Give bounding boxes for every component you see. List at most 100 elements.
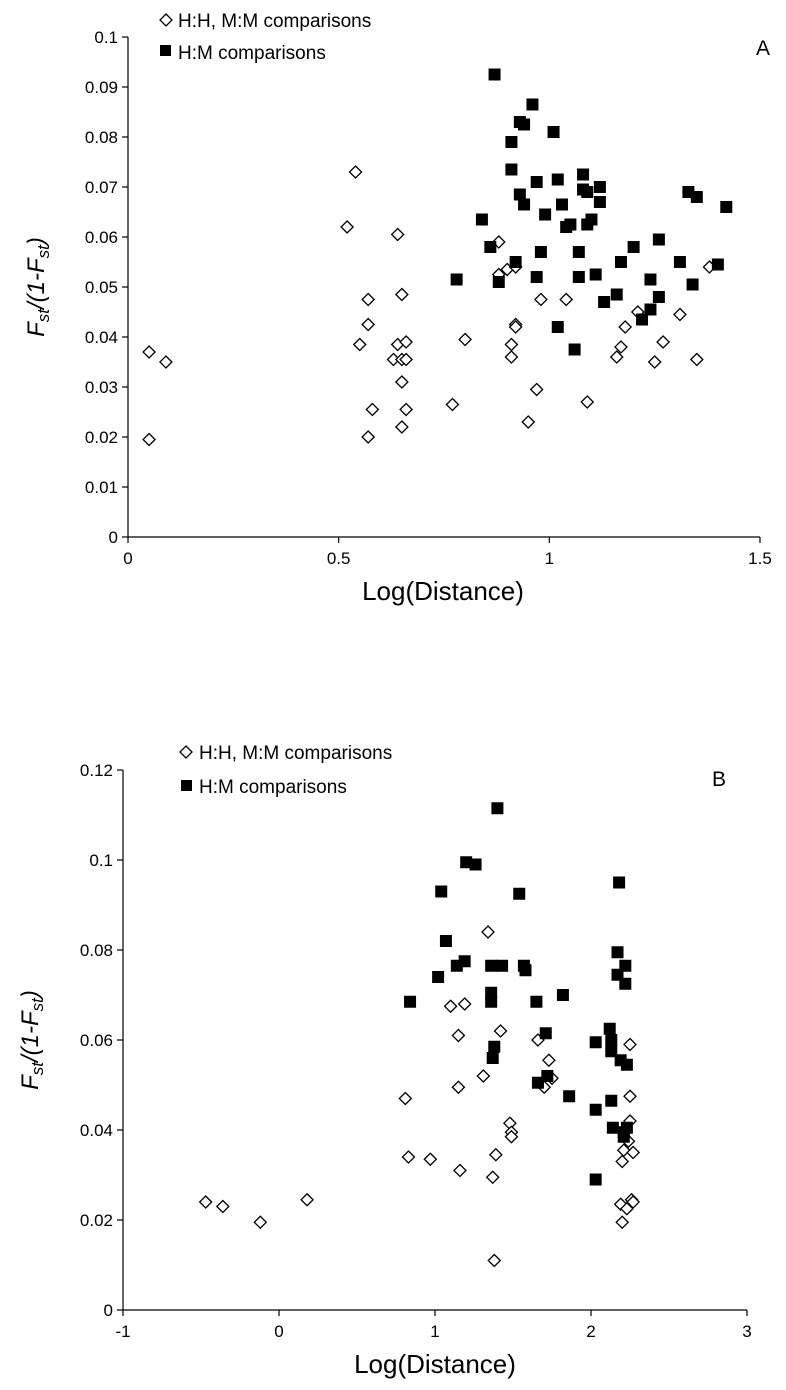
- data-point-diamond: [399, 335, 413, 349]
- chart-b-legend-series-1: H:H, M:M comparisons: [199, 743, 392, 764]
- data-point-diamond: [300, 1192, 314, 1207]
- legend-open-diamond-icon: [159, 13, 173, 27]
- data-point-square: [488, 1040, 501, 1053]
- x-tick-label: 0: [274, 1322, 283, 1341]
- data-point-square: [605, 1094, 618, 1107]
- data-point-square: [435, 885, 448, 898]
- data-point-diamond: [616, 1143, 631, 1158]
- data-point-square: [620, 1121, 633, 1134]
- data-point-square: [551, 173, 564, 186]
- data-point-square: [605, 1045, 618, 1058]
- data-point-square: [568, 343, 581, 356]
- data-point-square: [539, 1027, 552, 1040]
- data-point-diamond: [619, 1201, 634, 1216]
- data-point-diamond: [626, 1145, 641, 1160]
- data-point-diamond: [673, 307, 687, 322]
- data-point-square: [572, 246, 585, 258]
- data-point-square: [555, 198, 568, 211]
- data-point-diamond: [521, 415, 536, 429]
- data-point-square: [530, 271, 543, 283]
- data-point-square: [496, 959, 509, 972]
- chart-a-legend-series-1: H:H, M:M comparisons: [178, 11, 371, 32]
- chart-a: 0 0.01 0.02 0.03 0.04 0.05 0.06 0.07 0.08 0.09 0.1…: [23, 11, 772, 606]
- data-point-diamond: [504, 337, 519, 352]
- data-point-diamond: [352, 337, 367, 352]
- data-point-square: [564, 218, 577, 231]
- data-point-diamond: [159, 355, 173, 369]
- data-point-diamond: [390, 227, 405, 242]
- legend-filled-square-icon: [181, 780, 192, 791]
- data-point-diamond: [615, 1215, 630, 1230]
- data-point-square: [509, 256, 522, 268]
- data-point-square: [585, 213, 598, 226]
- data-point-square: [505, 163, 518, 176]
- y-tick-label: 0: [109, 528, 118, 547]
- data-point-square: [581, 186, 594, 198]
- data-point-diamond: [215, 1199, 230, 1214]
- data-point-square: [485, 995, 498, 1008]
- data-point-diamond: [365, 402, 380, 417]
- data-point-diamond: [529, 382, 544, 397]
- data-point-square: [686, 278, 699, 291]
- y-tick-label: 0.1: [89, 851, 113, 870]
- data-point-square: [563, 1090, 576, 1103]
- data-point-square: [539, 208, 552, 221]
- data-point-square: [450, 273, 463, 286]
- legend-filled-square-icon: [160, 45, 171, 56]
- chart-a-points: [142, 68, 733, 447]
- y-tick-label: 0.02: [80, 1211, 113, 1230]
- y-tick-label: 0.02: [85, 428, 118, 447]
- data-point-diamond: [533, 292, 548, 307]
- data-point-diamond: [623, 1037, 637, 1052]
- data-point-diamond: [476, 1069, 491, 1083]
- data-point-diamond: [445, 397, 460, 412]
- chart-b-points: [198, 802, 641, 1268]
- data-point-square: [606, 1121, 619, 1134]
- data-point-square: [460, 856, 473, 869]
- legend-open-diamond-icon: [179, 745, 193, 759]
- data-point-square: [644, 303, 657, 316]
- data-point-square: [534, 246, 547, 258]
- data-point-square: [519, 964, 532, 977]
- data-point-square: [611, 946, 624, 959]
- data-point-square: [518, 198, 531, 211]
- data-point-square: [711, 258, 724, 271]
- data-point-square: [488, 68, 501, 81]
- data-point-square: [589, 1036, 602, 1049]
- data-point-square: [547, 126, 560, 138]
- data-point-square: [619, 959, 632, 972]
- data-point-square: [556, 989, 569, 1001]
- y-tick-label: 0.07: [85, 178, 118, 197]
- data-point-diamond: [394, 420, 409, 434]
- data-point-diamond: [458, 332, 472, 347]
- data-point-square: [513, 188, 526, 201]
- chart-a-x-axis-label: Log(Distance): [362, 576, 524, 606]
- data-point-square: [589, 1173, 602, 1186]
- data-point-square: [627, 241, 640, 253]
- data-point-diamond: [481, 925, 495, 939]
- y-tick-label: 0.04: [85, 328, 118, 347]
- data-point-square: [469, 858, 482, 871]
- data-point-diamond: [609, 350, 624, 364]
- data-point-diamond: [451, 1080, 466, 1095]
- data-point-diamond: [493, 1024, 508, 1038]
- y-tick-label: 0.04: [80, 1121, 113, 1140]
- data-point-diamond: [504, 350, 519, 364]
- x-tick-label: 1.5: [748, 549, 772, 568]
- chart-a-tick-labels: 0 0.01 0.02 0.03 0.04 0.05 0.06 0.07 0.08 0.09 0.1…: [85, 28, 772, 568]
- data-point-diamond: [423, 1152, 438, 1167]
- data-point-diamond: [580, 395, 595, 409]
- data-point-diamond: [142, 432, 156, 447]
- data-point-square: [518, 118, 531, 131]
- data-point-diamond: [399, 352, 413, 367]
- data-point-diamond: [457, 997, 472, 1011]
- data-point-square: [589, 268, 602, 281]
- data-point-square: [610, 288, 623, 301]
- data-point-square: [404, 995, 417, 1008]
- data-point-square: [475, 213, 488, 226]
- y-tick-label: 0.09: [85, 78, 118, 97]
- data-point-diamond: [485, 1170, 500, 1185]
- data-point-square: [619, 977, 632, 990]
- y-tick-label: 0.01: [85, 478, 118, 497]
